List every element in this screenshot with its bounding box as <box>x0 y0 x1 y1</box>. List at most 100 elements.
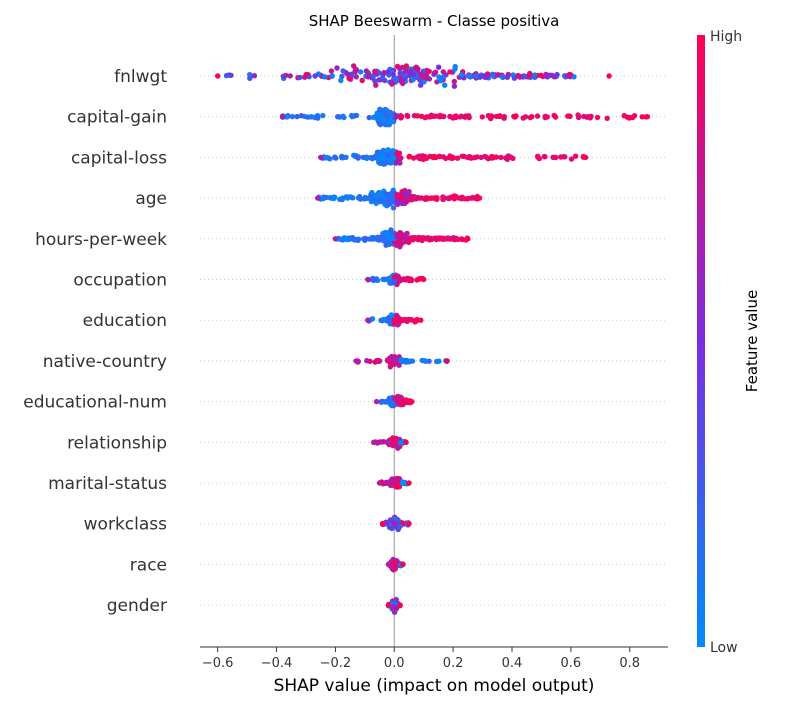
feature-label-educational-num: educational-num <box>23 393 167 413</box>
shap-point <box>400 561 406 568</box>
shap-point <box>510 155 516 162</box>
shap-point <box>339 196 346 202</box>
shap-point <box>353 153 359 159</box>
shap-point <box>397 70 403 77</box>
shap-point <box>312 73 318 79</box>
shap-point <box>534 113 541 119</box>
shap-point <box>215 73 221 79</box>
shap-point <box>373 358 380 364</box>
shap-point <box>440 154 446 160</box>
shap-point <box>375 234 381 240</box>
shap-point <box>280 73 287 80</box>
feature-label-race: race <box>130 555 167 575</box>
shap-point <box>384 480 390 486</box>
shap-point <box>406 153 413 159</box>
shap-point <box>336 114 343 120</box>
shap-point <box>344 195 351 201</box>
shap-point <box>429 195 435 201</box>
shap-point <box>394 198 400 204</box>
shap-point <box>498 154 504 161</box>
shap-point <box>504 156 510 162</box>
shap-point <box>466 73 472 79</box>
shap-point <box>494 72 501 78</box>
shap-point <box>329 73 335 79</box>
shap-point <box>606 73 612 79</box>
shap-point <box>426 68 432 75</box>
shap-point <box>436 64 442 70</box>
shap-point <box>391 317 398 323</box>
shap-point <box>442 82 448 88</box>
shap-point <box>353 358 359 364</box>
shap-point <box>391 520 397 526</box>
shap-point <box>406 521 412 527</box>
shap-point <box>488 113 494 119</box>
shap-point <box>585 114 591 120</box>
x-axis-label: SHAP value (impact on model output) <box>274 676 595 696</box>
shap-point <box>566 72 572 79</box>
x-tick-label: −0.4 <box>261 656 293 671</box>
shap-point <box>223 72 230 79</box>
shap-point <box>639 114 645 120</box>
shap-point <box>404 318 410 324</box>
shap-point <box>339 153 345 160</box>
shap-point <box>398 78 404 85</box>
shap-point <box>341 114 347 121</box>
shap-point <box>373 398 380 405</box>
x-tick-label: 0.0 <box>384 656 405 671</box>
shap-point <box>391 279 397 285</box>
shap-point <box>385 602 392 608</box>
shap-point <box>357 69 364 75</box>
shap-point <box>445 195 452 201</box>
shap-point <box>393 360 399 366</box>
shap-point <box>550 154 556 160</box>
shap-point <box>451 83 458 89</box>
shap-point <box>488 153 495 160</box>
shap-point <box>359 77 365 84</box>
shap-point <box>414 154 421 160</box>
colorbar-high-label: High <box>710 29 742 45</box>
shap-point <box>388 312 395 318</box>
shap-point <box>396 150 403 156</box>
shap-point <box>432 69 439 75</box>
shap-point <box>478 73 484 80</box>
shap-point <box>458 113 465 119</box>
shap-point <box>332 236 339 242</box>
shap-point <box>631 113 638 119</box>
shap-point <box>398 114 404 121</box>
shap-point <box>393 75 400 82</box>
shap-point <box>315 115 321 121</box>
shap-point <box>365 317 371 323</box>
shap-point <box>381 276 388 282</box>
shap-point <box>403 357 409 364</box>
feature-label-capital-loss: capital-loss <box>71 148 167 168</box>
shap-point <box>422 154 428 160</box>
shap-point <box>575 113 582 119</box>
shap-point <box>397 194 403 200</box>
shap-point <box>376 116 383 123</box>
shap-point <box>379 398 385 404</box>
shap-point <box>554 71 560 78</box>
shap-point <box>366 114 372 121</box>
shap-point <box>341 236 347 242</box>
shap-point <box>501 113 507 120</box>
shap-point <box>388 358 394 364</box>
chart-title: SHAP Beeswarm - Classe positiva <box>309 12 560 30</box>
shap-point <box>381 194 387 200</box>
feature-label-age: age <box>135 189 167 209</box>
feature-label-hours-per-week: hours-per-week <box>35 230 167 250</box>
shap-point <box>294 113 300 120</box>
shap-point <box>318 154 324 161</box>
shap-point <box>466 153 473 160</box>
shap-point <box>418 113 425 120</box>
shap-point <box>446 236 452 242</box>
shap-points <box>215 63 651 615</box>
shap-point <box>348 112 355 119</box>
shap-point <box>369 189 375 196</box>
shap-point <box>397 602 403 608</box>
shap-point <box>385 439 391 445</box>
shap-point <box>388 227 394 233</box>
shap-point <box>412 195 419 201</box>
shap-point <box>389 442 396 448</box>
shap-point <box>421 276 427 283</box>
shap-point <box>626 115 632 121</box>
